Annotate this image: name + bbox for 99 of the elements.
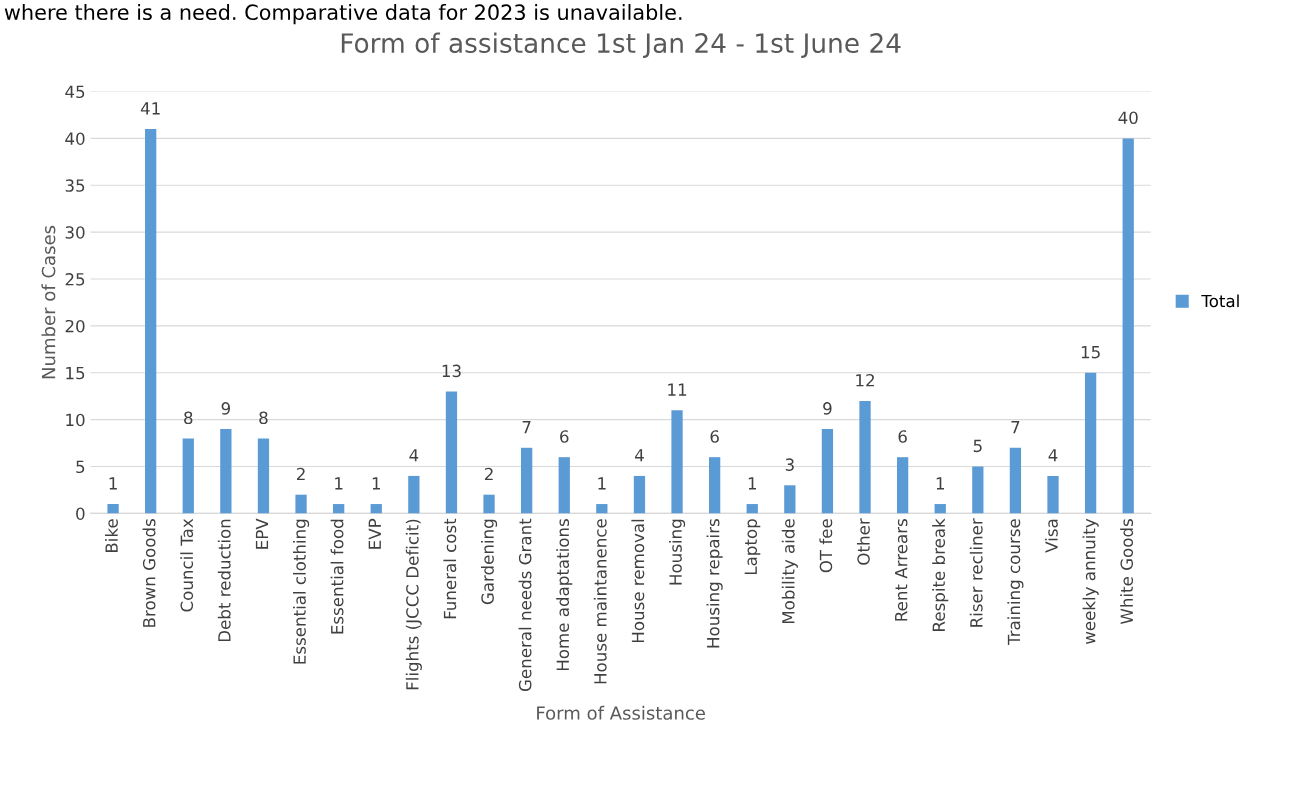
y-tick-label: 5 (76, 460, 85, 474)
bar (1084, 372, 1097, 514)
y-axis-title: Number of Cases (41, 225, 56, 379)
bar (370, 504, 382, 514)
x-tick-label: Debt reduction (217, 519, 231, 642)
bar (107, 504, 119, 514)
bar (596, 504, 608, 514)
data-label: 1 (372, 477, 381, 490)
data-label: 5 (973, 439, 982, 453)
bar (257, 438, 270, 514)
y-tick-label: 25 (65, 273, 85, 286)
bar (483, 494, 495, 514)
data-label: 7 (1011, 421, 1020, 434)
x-tick-label: Bike (105, 519, 118, 553)
data-label: 6 (898, 430, 907, 443)
y-tick-label: 40 (65, 132, 85, 145)
bar (746, 504, 758, 514)
x-tick-label: weekly annuity (1082, 518, 1099, 645)
data-label: 8 (259, 411, 268, 425)
x-tick-label: Other (856, 518, 870, 565)
bar (445, 391, 458, 514)
y-tick-label: 0 (76, 507, 85, 520)
data-label: 4 (409, 449, 419, 462)
bar (821, 429, 834, 514)
data-label: 8 (184, 411, 193, 425)
y-tick-label: 10 (66, 413, 85, 427)
x-tick-label: House maintanence (593, 519, 607, 684)
x-tick-label: White Goods (1120, 519, 1134, 625)
data-label: 12 (856, 373, 874, 387)
x-tick-label: Funeral cost (443, 518, 457, 619)
bar (145, 129, 157, 514)
x-tick-label: EVP (368, 518, 381, 549)
data-label: 4 (634, 449, 644, 462)
data-label: 15 (1081, 346, 1100, 359)
data-label: 6 (560, 430, 569, 443)
data-label: 9 (823, 402, 832, 415)
x-tick-label: House removal (631, 519, 645, 643)
x-tick-label: Essential clothing (292, 519, 310, 664)
x-tick-label: Council Tax (180, 518, 194, 612)
x-tick-label: Essential food (330, 519, 344, 634)
y-tick-label: 35 (65, 179, 85, 192)
x-tick-label: Riser recliner (969, 518, 983, 627)
bar (633, 475, 646, 514)
x-tick-label: Visa (1044, 519, 1058, 553)
text: where there is a need. Comparative data for 2023 is unavailable. (4, 3, 682, 25)
y-tick-label: 15 (66, 366, 85, 380)
data-label: 2 (296, 467, 305, 481)
data-label: 1 (598, 477, 606, 490)
data-label: 4 (1048, 449, 1058, 462)
data-label: 6 (710, 430, 719, 443)
x-tick-label: Gardening (480, 519, 498, 605)
data-label: 1 (109, 477, 117, 490)
data-label: 40 (1118, 111, 1138, 125)
x-tick-label: Respite break (932, 518, 949, 631)
legend-label: Total (1201, 294, 1239, 308)
bar (896, 457, 909, 514)
x-axis-title: Form of Assistance (537, 705, 705, 720)
x-tick-label: Laptop (744, 519, 761, 575)
bar (220, 429, 232, 514)
bar (708, 457, 721, 514)
data-label: 2 (484, 467, 493, 481)
data-label: 11 (668, 383, 687, 396)
bar (182, 438, 194, 514)
bar (934, 504, 946, 514)
data-label: 1 (936, 477, 944, 490)
bar (671, 410, 683, 514)
bar (558, 457, 570, 514)
x-tick-label: Housing repairs (706, 519, 723, 648)
data-label: 7 (522, 421, 531, 434)
data-label: 1 (748, 477, 756, 490)
bar (784, 485, 796, 514)
bar (1122, 138, 1134, 514)
bar (859, 400, 871, 514)
x-tick-label: Flights (JCCC Deficit) (405, 519, 422, 690)
bar (521, 447, 533, 514)
x-tick-label: Home adaptations (556, 519, 573, 671)
data-label: 1 (335, 477, 343, 490)
data-label: 3 (785, 458, 794, 471)
data-label: 9 (221, 402, 230, 415)
y-tick-label: 20 (65, 319, 85, 333)
x-tick-label: Rent Arrears (895, 519, 908, 621)
x-tick-label: Brown Goods (142, 519, 156, 627)
data-label: 41 (140, 102, 160, 115)
data-label: 13 (442, 364, 461, 378)
x-tick-label: Housing (668, 519, 686, 585)
x-tick-label: General needs Grant (518, 518, 532, 692)
bar (408, 475, 420, 514)
bar (1047, 475, 1059, 514)
x-tick-label: Mobility aide (781, 519, 798, 624)
y-tick-label: 30 (65, 226, 85, 239)
x-tick-label: OT fee (819, 519, 833, 573)
bar (1009, 447, 1022, 514)
x-tick-label: Training course (1007, 519, 1024, 646)
y-tick-label: 45 (65, 85, 85, 99)
chart-title: Form of assistance 1st Jan 24 - 1st June 24 (341, 32, 901, 58)
x-tick-label: EPV (255, 518, 269, 549)
bar (333, 504, 345, 514)
bar (972, 466, 984, 514)
bar (295, 494, 307, 514)
